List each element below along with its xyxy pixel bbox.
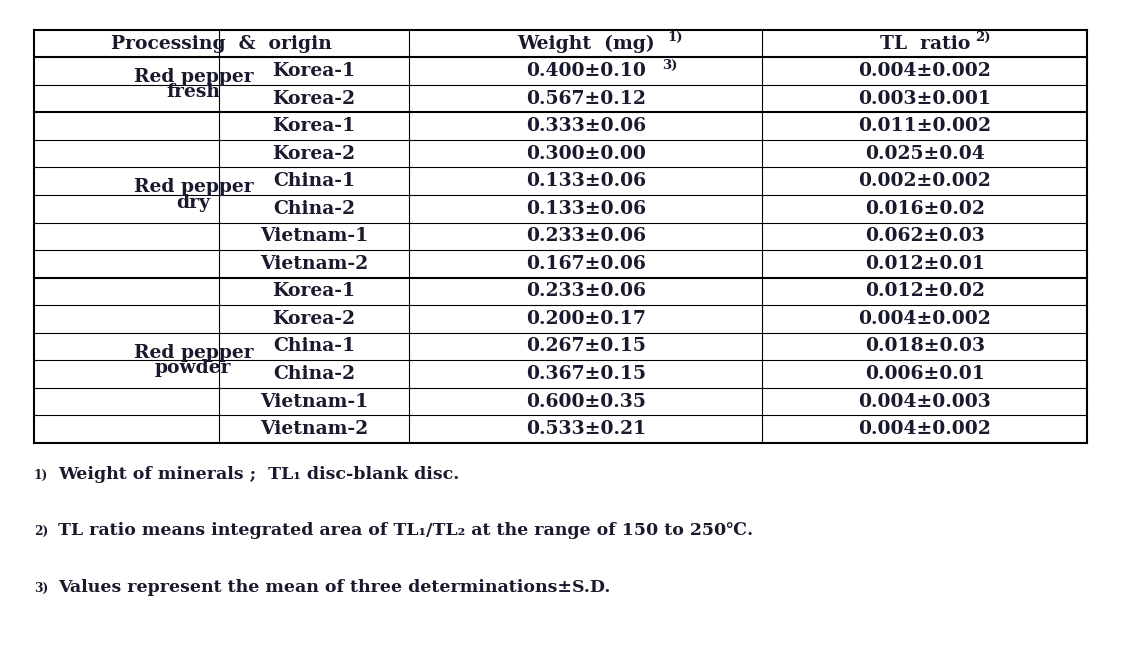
Text: Korea-2: Korea-2 bbox=[272, 310, 355, 328]
Text: 2): 2) bbox=[975, 31, 991, 44]
Text: 0.200±0.17: 0.200±0.17 bbox=[526, 310, 646, 328]
Text: TL  ratio: TL ratio bbox=[880, 34, 970, 52]
Text: China-1: China-1 bbox=[272, 338, 355, 356]
Text: 0.600±0.35: 0.600±0.35 bbox=[526, 393, 646, 410]
Text: China-2: China-2 bbox=[272, 200, 355, 217]
Text: 0.233±0.06: 0.233±0.06 bbox=[526, 282, 646, 300]
Text: China-2: China-2 bbox=[272, 365, 355, 383]
Text: Values represent the mean of three determinations±S.D.: Values represent the mean of three deter… bbox=[58, 578, 611, 596]
Text: 0.003±0.001: 0.003±0.001 bbox=[859, 90, 991, 108]
Text: Red pepper: Red pepper bbox=[133, 178, 253, 196]
Text: 0.004±0.003: 0.004±0.003 bbox=[859, 393, 991, 410]
Text: 0.025±0.04: 0.025±0.04 bbox=[865, 145, 984, 163]
Text: Processing  &  origin: Processing & origin bbox=[111, 34, 332, 52]
Text: Weight of minerals ;  TL₁ disc-blank disc.: Weight of minerals ; TL₁ disc-blank disc… bbox=[58, 466, 460, 483]
Text: 0.567±0.12: 0.567±0.12 bbox=[526, 90, 646, 108]
Text: 1): 1) bbox=[667, 31, 683, 44]
Text: 0.133±0.06: 0.133±0.06 bbox=[526, 173, 646, 190]
Text: Vietnam-1: Vietnam-1 bbox=[260, 393, 368, 410]
Text: 0.011±0.002: 0.011±0.002 bbox=[859, 117, 991, 135]
Text: Weight  (mg): Weight (mg) bbox=[517, 34, 655, 53]
Text: 0.004±0.002: 0.004±0.002 bbox=[859, 62, 991, 80]
Text: Korea-1: Korea-1 bbox=[272, 117, 355, 135]
Text: 0.018±0.03: 0.018±0.03 bbox=[864, 338, 985, 356]
Text: 1): 1) bbox=[34, 469, 48, 483]
Text: Red pepper: Red pepper bbox=[133, 68, 253, 86]
Text: 0.533±0.21: 0.533±0.21 bbox=[526, 420, 646, 438]
Text: 0.012±0.02: 0.012±0.02 bbox=[865, 282, 984, 300]
Text: 0.062±0.03: 0.062±0.03 bbox=[865, 227, 984, 245]
Text: 0.006±0.01: 0.006±0.01 bbox=[865, 365, 984, 383]
Text: TL ratio means integrated area of TL₁/TL₂ at the range of 150 to 250℃.: TL ratio means integrated area of TL₁/TL… bbox=[58, 522, 753, 539]
Text: 0.016±0.02: 0.016±0.02 bbox=[865, 200, 984, 217]
Text: 2): 2) bbox=[34, 525, 48, 539]
Text: 0.004±0.002: 0.004±0.002 bbox=[859, 420, 991, 438]
Text: 3): 3) bbox=[34, 582, 48, 595]
Text: 3): 3) bbox=[661, 58, 677, 71]
Text: 0.167±0.06: 0.167±0.06 bbox=[526, 255, 646, 273]
Text: 0.300±0.00: 0.300±0.00 bbox=[526, 145, 646, 163]
Text: powder: powder bbox=[155, 359, 232, 377]
Text: Korea-1: Korea-1 bbox=[272, 282, 355, 300]
Text: Vietnam-2: Vietnam-2 bbox=[260, 255, 368, 273]
Text: Vietnam-1: Vietnam-1 bbox=[260, 227, 368, 245]
Text: dry: dry bbox=[176, 194, 211, 212]
Text: Korea-2: Korea-2 bbox=[272, 90, 355, 108]
Text: 0.367±0.15: 0.367±0.15 bbox=[526, 365, 646, 383]
Text: China-1: China-1 bbox=[272, 173, 355, 190]
Text: 0.333±0.06: 0.333±0.06 bbox=[526, 117, 646, 135]
Text: 0.002±0.002: 0.002±0.002 bbox=[859, 173, 991, 190]
Text: fresh: fresh bbox=[166, 83, 221, 101]
Text: 0.004±0.002: 0.004±0.002 bbox=[859, 310, 991, 328]
Text: 0.233±0.06: 0.233±0.06 bbox=[526, 227, 646, 245]
Text: 0.267±0.15: 0.267±0.15 bbox=[526, 338, 646, 356]
Text: Korea-2: Korea-2 bbox=[272, 145, 355, 163]
Text: 0.133±0.06: 0.133±0.06 bbox=[526, 200, 646, 217]
Text: 0.400±0.10: 0.400±0.10 bbox=[526, 62, 646, 80]
Text: Vietnam-2: Vietnam-2 bbox=[260, 420, 368, 438]
Text: Red pepper: Red pepper bbox=[133, 344, 253, 362]
Text: Korea-1: Korea-1 bbox=[272, 62, 355, 80]
Text: 0.012±0.01: 0.012±0.01 bbox=[864, 255, 985, 273]
